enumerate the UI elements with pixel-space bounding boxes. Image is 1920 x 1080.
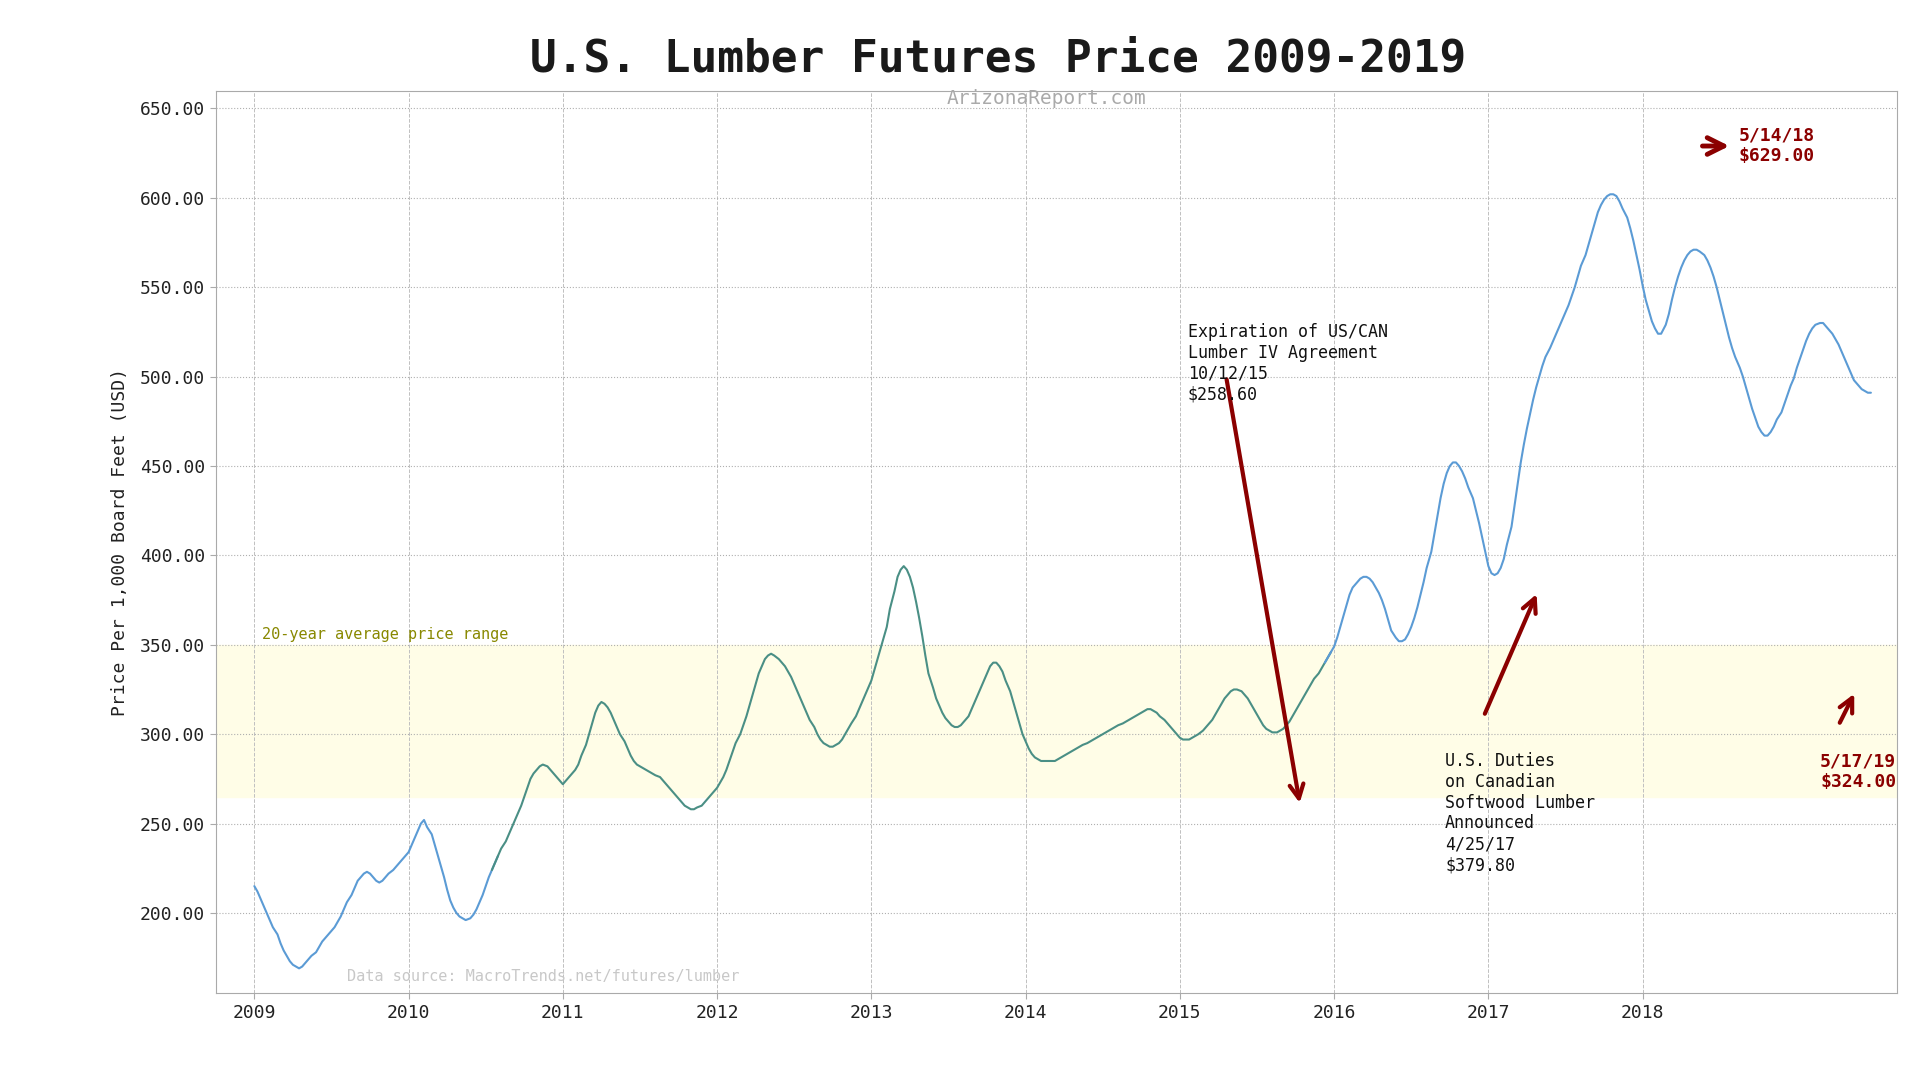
Text: 5/14/18
$629.00: 5/14/18 $629.00 (1738, 126, 1814, 165)
Text: U.S. Lumber Futures Price 2009-2019: U.S. Lumber Futures Price 2009-2019 (530, 38, 1467, 81)
Text: 5/17/19
$324.00: 5/17/19 $324.00 (1820, 752, 1897, 791)
Text: ArizonaReport.com: ArizonaReport.com (947, 89, 1146, 108)
Text: 20-year average price range: 20-year average price range (261, 627, 509, 643)
Text: Expiration of US/CAN
Lumber IV Agreement
10/12/15
$258.60: Expiration of US/CAN Lumber IV Agreement… (1188, 323, 1388, 404)
Bar (215, 645, 1897, 797)
Y-axis label: Price Per 1,000 Board Feet (USD): Price Per 1,000 Board Feet (USD) (111, 368, 129, 716)
Text: U.S. Duties
on Canadian
Softwood Lumber
Announced
4/25/17
$379.80: U.S. Duties on Canadian Softwood Lumber … (1446, 752, 1596, 874)
Text: Data source: MacroTrends.net/futures/lumber: Data source: MacroTrends.net/futures/lum… (348, 969, 739, 984)
